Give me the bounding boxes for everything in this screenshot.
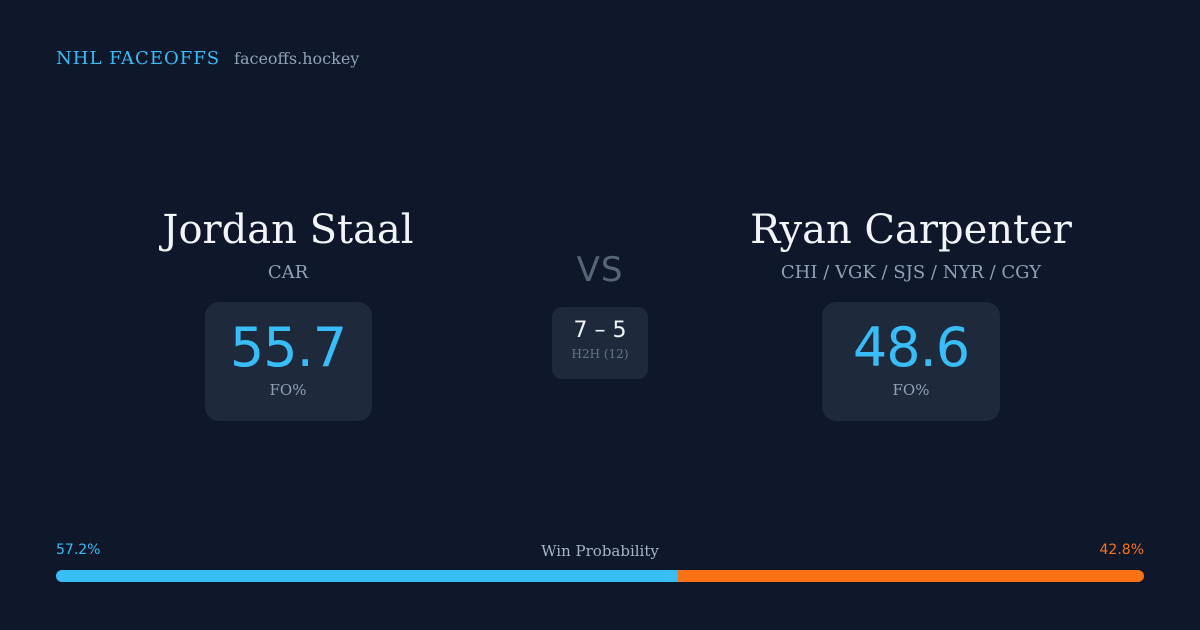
win-probability-labels: 57.2% Win Probability 42.8%: [56, 542, 1144, 564]
player-name-left: Jordan Staal: [162, 207, 414, 253]
fo-pct-label-right: FO%: [892, 381, 930, 399]
fo-pct-label-left: FO%: [269, 381, 307, 399]
fo-pct-value-right: 48.6: [852, 316, 970, 379]
fo-pct-card-right: 48.6 FO%: [822, 302, 1000, 421]
win-probability-fill-left: [56, 570, 679, 582]
player-name-right: Ryan Carpenter: [750, 207, 1072, 253]
vs-label: VS: [576, 250, 624, 290]
fo-pct-value-left: 55.7: [229, 316, 347, 379]
h2h-label: H2H (12): [571, 347, 629, 361]
fo-pct-card-left: 55.7 FO%: [204, 302, 372, 421]
win-probability-bar: [56, 570, 1144, 582]
win-probability-fill-right: [678, 570, 1144, 582]
h2h-card: 7 – 5 H2H (12): [552, 307, 648, 379]
win-probability-right-label: 42.8%: [1099, 542, 1144, 558]
player-team-left: CAR: [267, 262, 309, 283]
brand-title: NHL FACEOFFS: [56, 48, 221, 69]
player-right: Ryan Carpenter CHI / VGK / SJS / NYR / C…: [681, 200, 1141, 421]
brand-header: NHL FACEOFFS faceoffs.hockey: [56, 48, 359, 69]
h2h-score: 7 – 5: [573, 318, 627, 343]
win-probability-left-label: 57.2%: [56, 542, 101, 558]
brand-domain: faceoffs.hockey: [234, 49, 360, 68]
player-left: Jordan Staal CAR 55.7 FO%: [58, 200, 518, 421]
player-team-right: CHI / VGK / SJS / NYR / CGY: [780, 262, 1042, 283]
win-probability-title: Win Probability: [541, 542, 659, 560]
